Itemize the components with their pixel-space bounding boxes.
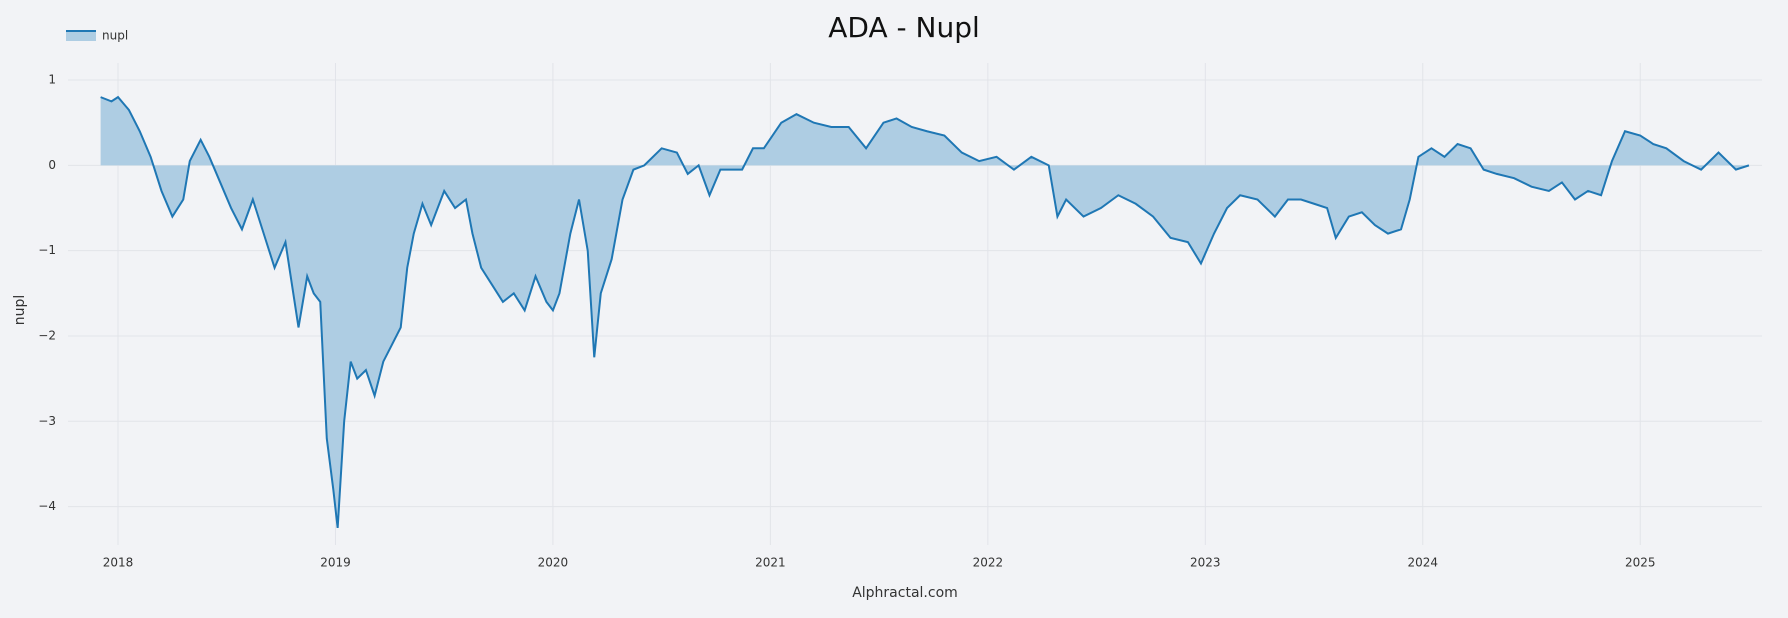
y-tick-label: −2 — [38, 328, 56, 342]
legend-swatch — [66, 31, 96, 41]
x-tick-label: 2020 — [538, 556, 569, 570]
x-tick-label: 2023 — [1190, 556, 1221, 570]
x-tick-label: 2025 — [1625, 556, 1656, 570]
y-tick-label: 1 — [48, 73, 56, 87]
y-tick-label: 0 — [48, 158, 56, 172]
series-line — [100, 95, 1750, 529]
area-fill — [100, 97, 1749, 528]
x-tick-label: 2021 — [755, 556, 786, 570]
y-tick-label: −1 — [38, 243, 56, 257]
y-axis-label: nupl — [12, 295, 28, 326]
x-tick-label: 2024 — [1407, 556, 1438, 570]
chart-title: ADA - Nupl — [828, 11, 980, 44]
x-tick-label: 2022 — [973, 556, 1004, 570]
y-tick-label: −4 — [38, 499, 56, 513]
x-axis-label: Alphractal.com — [852, 585, 958, 601]
x-tick-label: 2018 — [103, 556, 134, 570]
legend-label: nupl — [102, 29, 128, 43]
y-tick-label: −3 — [38, 414, 56, 428]
x-tick-label: 2019 — [320, 556, 351, 570]
